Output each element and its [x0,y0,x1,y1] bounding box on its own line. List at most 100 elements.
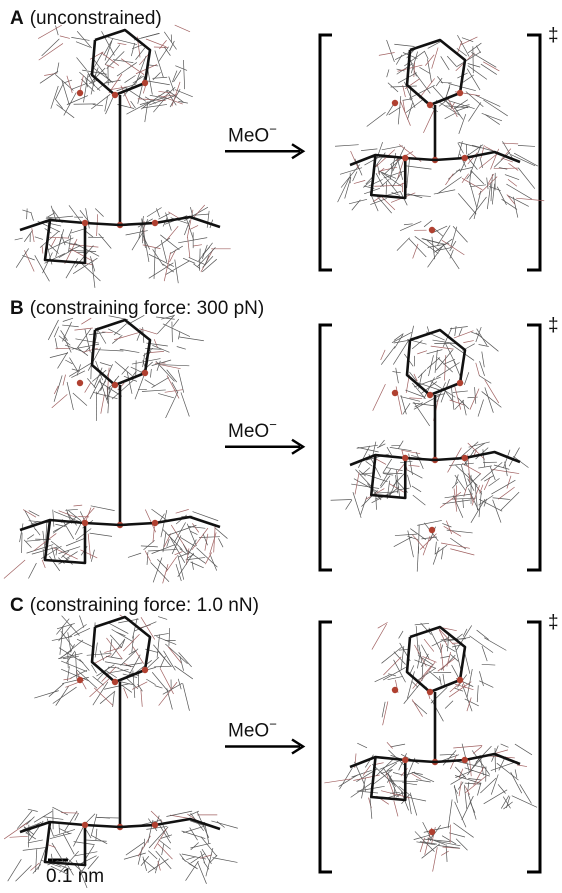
bond [463,75,474,82]
bond [508,163,518,170]
bond [390,744,405,747]
bond [176,509,189,513]
bond [87,653,112,655]
bond [397,63,413,74]
bond [398,96,401,124]
bond [112,335,122,343]
bond [53,510,54,527]
bond [158,213,169,219]
bond [197,862,206,884]
bond [160,656,165,668]
bond [503,143,519,144]
bond [403,85,406,97]
bond [341,165,360,188]
bond [86,830,91,838]
bond [417,546,418,571]
bond-path [92,617,150,682]
bond [49,556,59,571]
bond [178,331,180,339]
bond [63,375,66,386]
bond [479,376,491,384]
bond [431,700,443,722]
bond [417,520,442,525]
bond [105,65,114,69]
bond [55,99,63,109]
bond [487,178,488,190]
bond [68,511,81,521]
atom [142,80,148,86]
bond [64,80,72,83]
bond [114,331,143,339]
bond [62,325,78,327]
bond [179,337,204,341]
bond [475,387,476,404]
bond [500,492,519,510]
bond [479,681,493,688]
atom [427,689,433,695]
bond [183,60,184,89]
bond [95,209,103,217]
bond [415,236,439,253]
bond [24,230,32,241]
bond [51,238,56,247]
bond [66,552,77,559]
bond [376,492,398,493]
bond [415,73,430,93]
bond [419,662,435,683]
bond [64,242,80,245]
bond [447,56,456,66]
bond [188,540,196,555]
bond [443,674,445,686]
bond [363,765,371,776]
bond [379,440,385,447]
bond [455,400,464,410]
bond [101,394,105,413]
bond [414,835,429,839]
bond [88,534,90,559]
bond [191,225,198,229]
bond [482,664,495,665]
bond [393,473,405,486]
bond [438,658,455,671]
bond [355,472,359,494]
bond [468,793,476,819]
atom [142,667,148,673]
bond [391,445,400,446]
bond [400,101,410,126]
bond [381,350,385,360]
bond [108,329,120,335]
bond [454,331,474,338]
bond [168,212,179,219]
bond [515,769,517,777]
bond [477,630,489,639]
bond [508,179,517,186]
bond [34,691,58,698]
bond [367,112,386,126]
bond [24,250,34,271]
bond [28,840,43,843]
bond [62,677,89,683]
bond [436,78,442,86]
bond [447,652,451,667]
bond [206,848,213,876]
bond [514,153,538,166]
bond [338,176,350,202]
bracket-right [527,622,540,872]
bond [394,660,406,682]
bond [501,796,509,809]
bond [40,71,58,83]
bond [456,52,481,67]
bond [111,639,125,657]
atom [392,390,398,396]
bond [23,847,48,850]
bond [405,390,424,397]
bond [340,168,362,175]
bond [186,861,199,881]
bond [156,361,175,381]
bond [455,326,456,336]
bond [152,544,176,553]
bond [346,500,352,510]
bond [390,447,412,450]
bond [69,358,78,373]
bond [449,833,465,837]
